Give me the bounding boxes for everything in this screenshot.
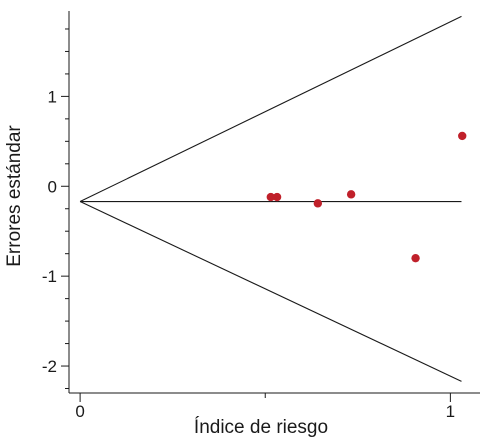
data-points <box>266 131 467 263</box>
y-tick-label: 1 <box>48 87 57 106</box>
y-tick-label: -2 <box>42 357 57 376</box>
data-point-1 <box>266 192 275 202</box>
data-point-6 <box>458 131 467 141</box>
funnel-lines <box>79 15 462 382</box>
y-axis-title: Errores estándar <box>4 125 25 267</box>
plot-frame <box>68 11 480 394</box>
x-tick-label: 1 <box>446 402 455 421</box>
x-tick-label: 0 <box>75 402 84 421</box>
y-tick-label: -1 <box>42 267 57 286</box>
y-tick-label: 0 <box>48 177 57 196</box>
x-axis-title: Índice de riesgo <box>194 417 328 438</box>
funnel-lower-line <box>79 201 462 382</box>
axis-ticks: 1 0 -1 -2 0 1 <box>42 28 455 421</box>
funnel-upper-line <box>79 15 462 203</box>
data-point-2 <box>272 192 282 202</box>
data-point-5 <box>411 253 420 263</box>
data-point-3 <box>313 199 323 208</box>
data-point-4 <box>346 190 356 199</box>
